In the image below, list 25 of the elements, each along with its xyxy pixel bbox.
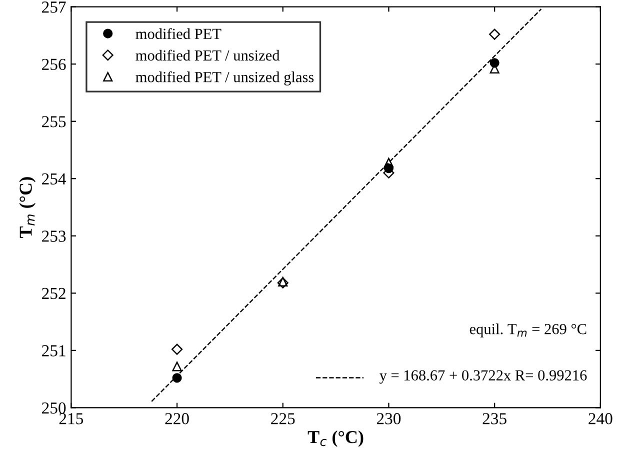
x-tick-label: 225: [271, 413, 295, 424]
y-tick-label: 253: [42, 230, 66, 242]
x-tick-label: 215: [59, 413, 84, 424]
point: [489, 28, 500, 40]
y-tick-label: 251: [42, 345, 66, 356]
y-tick-label: 250: [42, 402, 66, 414]
legend-label: modified PET / unsized glass: [136, 71, 314, 86]
y-axis-title: T$_{m}$ (°C): [19, 177, 36, 238]
y-tick-label: 255: [42, 116, 66, 128]
x-tick-label: 230: [376, 413, 401, 424]
y-tick-label: 254: [42, 173, 66, 185]
y-tick-label: 256: [42, 58, 66, 70]
point: [172, 344, 183, 355]
x-tick-label: 235: [482, 413, 506, 424]
legend-label: modified PET: [136, 28, 222, 40]
x-tick-label: 220: [165, 413, 189, 424]
annotation: y = 168.67 + 0.3722x R= 0.99216: [379, 370, 587, 384]
point: [172, 362, 182, 372]
legend-label: modified PET / unsized: [136, 50, 280, 61]
x-axis-title: T$_{c}$ (°C): [308, 430, 364, 447]
annotation: equil. T$_{m}$ = 269 °C: [470, 323, 586, 338]
x-tick-label: 240: [588, 413, 612, 424]
y-tick-label: 252: [42, 288, 66, 300]
y-tick-label: 257: [42, 2, 66, 13]
point: [384, 158, 394, 168]
